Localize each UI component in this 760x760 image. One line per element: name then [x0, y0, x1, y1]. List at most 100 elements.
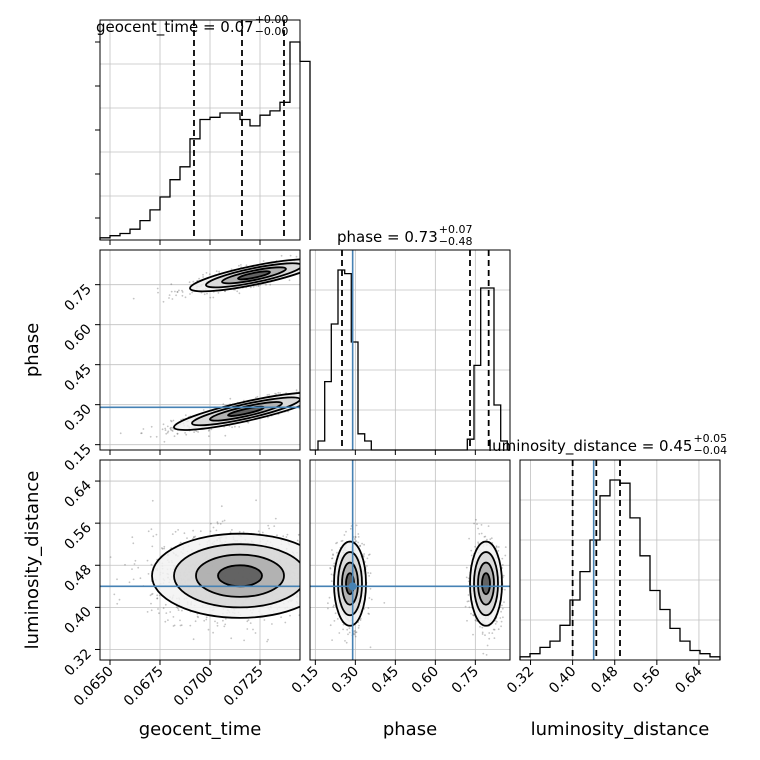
phase-dist-0-point: [332, 553, 334, 556]
time-dist-0-point: [151, 592, 154, 595]
phase-dist-0-point: [343, 534, 346, 536]
time-dist-0-point: [156, 594, 159, 597]
time-dist-0-point: [301, 594, 303, 596]
time-dist-0-point: [307, 566, 309, 568]
time-dist-0-point: [193, 536, 195, 539]
time-dist-0-point: [174, 530, 177, 533]
phase-dist-1-point: [504, 554, 507, 557]
time-phase-0-point: [193, 431, 196, 433]
time-phase-1-point: [305, 260, 307, 262]
phase-dist-1-point: [474, 545, 476, 548]
phase-dist-1-point: [470, 554, 473, 557]
time-dist-0-point: [255, 499, 257, 502]
phase-dist-0-point: [357, 541, 360, 544]
phase-dist-0-point: [333, 562, 336, 565]
time-dist-0-point: [306, 607, 308, 609]
phase-dist-1-point: [477, 542, 480, 545]
phase-dist-0-point: [334, 612, 337, 615]
time-phase-1-point: [265, 283, 267, 286]
time-dist-0-point: [150, 528, 153, 531]
time-dist-0-point: [203, 619, 206, 622]
time-dist-0-point: [229, 531, 232, 534]
time-dist-0-point: [223, 519, 226, 522]
time-dist-0-point: [307, 581, 309, 583]
time-dist-0-point: [242, 531, 245, 533]
phase-dist-1-point: [488, 637, 491, 640]
phase-dist-0-point: [327, 607, 329, 610]
time-phase-1-point: [317, 268, 319, 270]
time-phase-1-point: [311, 266, 313, 268]
phase-dist-1-point: [495, 545, 498, 548]
phase-dist-0-point: [366, 565, 368, 567]
phase-dist-1-point: [477, 541, 479, 544]
time-dist-0-point: [179, 619, 181, 622]
time-phase-1-point: [269, 283, 272, 286]
phase-dist-0-point: [358, 624, 360, 627]
phase-dist-0-point: [354, 631, 357, 634]
phase-dist-0-point: [362, 555, 365, 557]
time-phase-1-point: [317, 260, 319, 262]
time-dist-0-point: [302, 578, 304, 580]
phase-hist-steps: [310, 269, 510, 451]
time-dist-0-point: [158, 612, 160, 615]
phase-dist-0-point: [332, 554, 334, 556]
phase-dist-1-point: [500, 620, 503, 623]
time-dist-0-point: [301, 549, 303, 551]
time-phase-0-point: [311, 398, 313, 400]
phase-dist-0-point: [333, 604, 335, 607]
phase-dist-1-point: [480, 524, 483, 526]
time-dist-0-point: [249, 622, 252, 624]
phase-dist-0-point: [331, 557, 334, 560]
time-phase-1-point: [257, 285, 260, 287]
phase-dist-1-point: [467, 594, 470, 596]
time-dist-0-point: [316, 578, 318, 580]
time-phase-0-point: [202, 409, 205, 411]
time-dist-0-point: [267, 638, 269, 641]
phase-dist-1-point: [484, 535, 487, 538]
time-phase-1-point: [218, 270, 221, 273]
time-phase-0-point: [303, 390, 305, 392]
phase-dist-0-point: [359, 544, 362, 547]
time-dist-0-point: [364, 620, 366, 622]
phase-dist-0-point: [363, 543, 365, 546]
time-phase-1-point: [224, 290, 226, 293]
time-phase-0-point: [319, 386, 321, 388]
time-phase-frame: [99, 249, 301, 451]
time-phase-1-point: [302, 266, 304, 268]
phase-dist-0-point: [353, 633, 356, 636]
time-phase-0-point: [330, 390, 332, 392]
phase-dist-1-point: [501, 564, 504, 566]
time-dist-0-point: [305, 548, 307, 550]
time-phase-1-point: [181, 294, 184, 297]
time-dist-0-point: [267, 524, 270, 527]
time-phase-1-point: [317, 262, 319, 264]
phase-dist-0-point: [363, 553, 366, 555]
time-dist-0-point: [304, 578, 306, 580]
time-phase-0-point: [307, 397, 309, 399]
title-geocent-time-plus: +0.00: [255, 13, 289, 26]
time-dist-0-point: [179, 541, 182, 544]
phase-dist-1-point: [500, 625, 502, 628]
time-dist-0-point: [196, 615, 199, 618]
time-phase-0-point: [167, 430, 170, 433]
time-phase-1-point: [305, 253, 307, 255]
phase-dist-0-point: [329, 567, 332, 570]
time-phase-1-point: [288, 279, 291, 282]
time-dist-0-point: [327, 582, 329, 584]
phase-dist-1-point: [500, 610, 502, 613]
phase-dist-xtick-label-1: 0.30: [329, 664, 362, 697]
time-phase-0-point: [150, 425, 153, 428]
phase-dist-1-point: [497, 628, 500, 631]
phase-dist-1-point: [504, 546, 507, 548]
time-hist-steps: [99, 41, 311, 240]
time-dist-0-point: [216, 624, 219, 627]
time-dist-0-point: [150, 602, 152, 605]
phase-dist-0-point: [370, 598, 373, 601]
phase-dist-0-point: [369, 646, 372, 649]
time-dist-0-point: [221, 520, 224, 523]
time-dist-0-point: [316, 618, 318, 620]
time-phase-0-point: [301, 402, 303, 404]
time-phase-1-point: [317, 252, 319, 254]
time-phase-0-point: [255, 396, 257, 399]
time-phase-1-point: [301, 262, 303, 264]
